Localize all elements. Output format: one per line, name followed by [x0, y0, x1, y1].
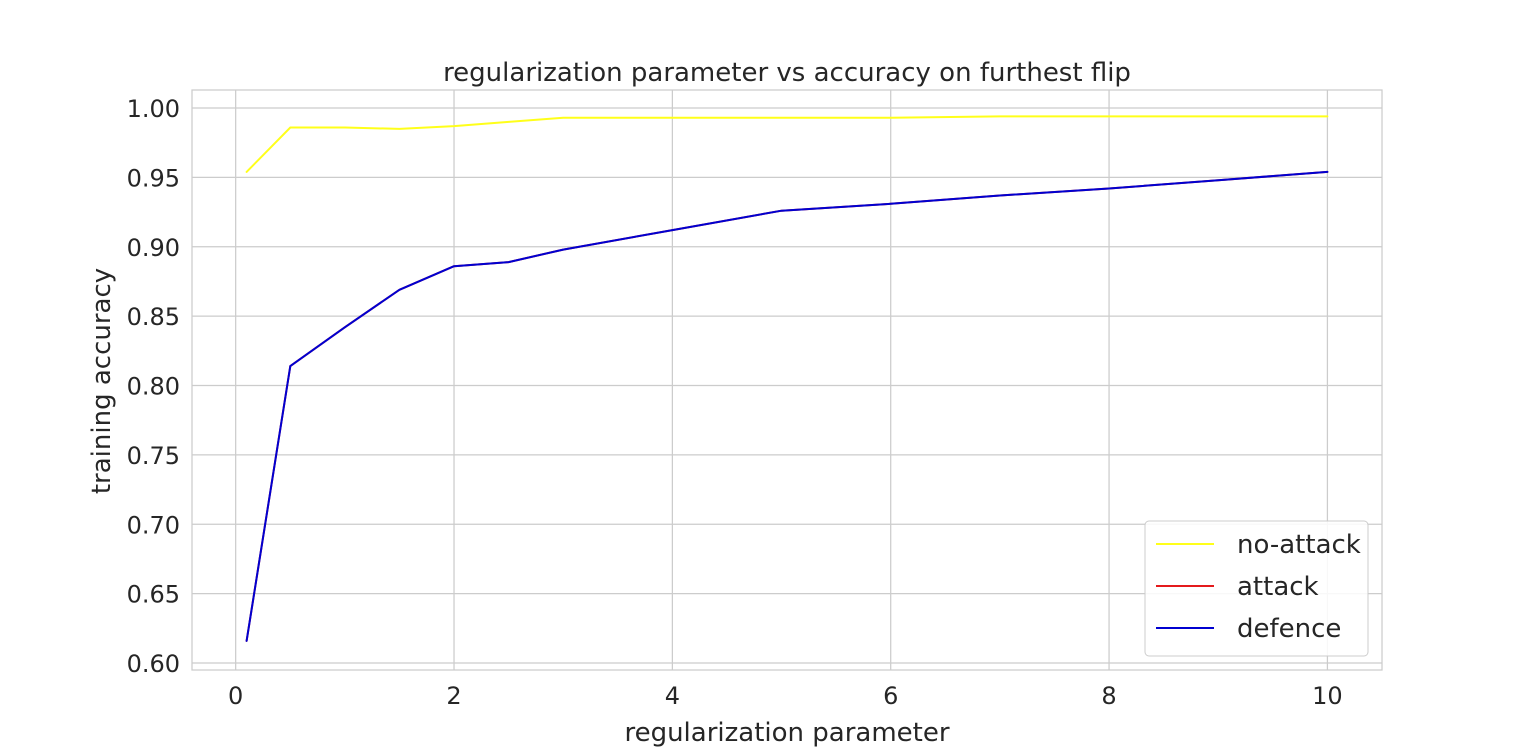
y-tick-label: 0.95 — [127, 164, 180, 192]
y-tick-label: 0.65 — [127, 581, 180, 609]
y-tick-label: 0.75 — [127, 442, 180, 470]
legend-frame — [1144, 520, 1369, 657]
x-tick-label: 0 — [228, 682, 243, 710]
y-tick-label: 0.85 — [127, 303, 180, 331]
legend-label-no-attack: no-attack — [1237, 530, 1361, 560]
series-line-defence — [245, 170, 1329, 642]
x-tick-labels: 0 2 4 6 8 10 — [228, 682, 1343, 710]
y-axis-label: training accuracy — [87, 268, 117, 494]
x-tick-label: 2 — [446, 682, 461, 710]
x-tick-label: 4 — [665, 682, 680, 710]
y-tick-label: 0.80 — [127, 373, 180, 401]
series-line-no-attack — [245, 115, 1329, 173]
chart-title: regularization parameter vs accuracy on … — [443, 58, 1131, 88]
x-tick-label: 10 — [1312, 682, 1343, 710]
legend: no-attack attack defence — [1144, 520, 1369, 657]
y-tick-label: 0.90 — [127, 234, 180, 262]
y-tick-label: 0.60 — [127, 650, 180, 678]
x-tick-label: 6 — [883, 682, 898, 710]
x-tick-label: 8 — [1101, 682, 1116, 710]
x-axis-label: regularization parameter — [624, 718, 949, 748]
y-tick-label: 1.00 — [127, 95, 180, 123]
y-tick-label: 0.70 — [127, 511, 180, 539]
legend-label-defence: defence — [1237, 614, 1341, 644]
y-tick-labels: 0.60 0.65 0.70 0.75 0.80 0.85 0.90 0.95 1.00 — [127, 95, 180, 678]
legend-label-attack: attack — [1237, 572, 1319, 602]
series-layer — [245, 115, 1329, 642]
